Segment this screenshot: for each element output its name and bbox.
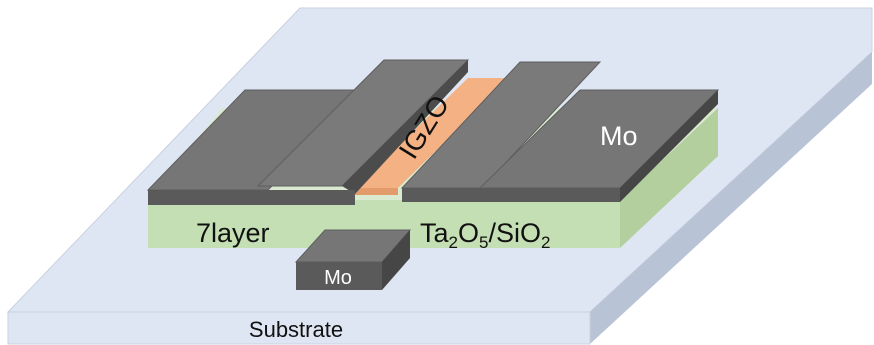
substrate-front-face (7, 311, 591, 345)
dielectric-o-subscript: 5 (479, 233, 488, 252)
dielectric-o: O (458, 218, 479, 248)
dielectric-label: Ta2O5/SiO2 (420, 218, 550, 252)
gate-label: Mo (324, 267, 352, 289)
igzo-front-face (355, 188, 398, 195)
gate-electrode (294, 229, 412, 290)
dielectric-ta-subscript: 2 (449, 233, 458, 252)
substrate-right-face (590, 52, 872, 344)
left-electrode-strip-side (342, 60, 468, 194)
right-electrode (400, 61, 720, 202)
left-electrode-front-face (148, 190, 355, 205)
dielectric-front-face (148, 200, 620, 248)
dielectric-sio-subscript: 2 (541, 233, 550, 252)
left-electrode (146, 59, 470, 205)
dielectric-sio: /SiO (488, 218, 541, 248)
substrate-label: Substrate (249, 317, 343, 342)
right-electrode-right-face (620, 90, 718, 202)
igzo-channel (355, 78, 510, 195)
layer-label: 7layer (196, 218, 270, 248)
igzo-top-face (355, 78, 510, 188)
dielectric-ta: Ta (420, 218, 450, 248)
right-electrode-front-face (402, 188, 620, 202)
top-electrode-label: Mo (600, 121, 638, 151)
gate-electrode-front-face (296, 262, 382, 290)
gate-electrode-right-face (382, 230, 410, 290)
dielectric-right-face (620, 108, 718, 248)
